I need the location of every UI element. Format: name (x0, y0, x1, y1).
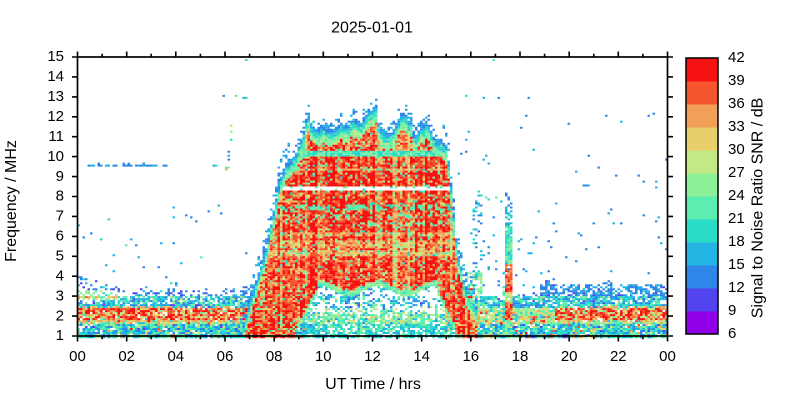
svg-text:4: 4 (56, 267, 64, 284)
svg-text:14: 14 (47, 68, 64, 85)
svg-text:3: 3 (56, 287, 64, 304)
svg-text:Frequency / MHz: Frequency / MHz (3, 140, 20, 262)
svg-text:5: 5 (56, 248, 64, 265)
svg-text:9: 9 (728, 302, 736, 319)
svg-text:04: 04 (167, 348, 184, 365)
svg-text:2: 2 (56, 307, 64, 324)
svg-text:12: 12 (364, 348, 381, 365)
svg-text:12: 12 (728, 279, 745, 296)
svg-text:42: 42 (728, 49, 745, 66)
svg-text:Signal to Noise Ratio SNR / dB: Signal to Noise Ratio SNR / dB (750, 98, 767, 319)
svg-text:00: 00 (659, 348, 676, 365)
svg-text:12: 12 (47, 108, 64, 125)
svg-text:36: 36 (728, 95, 745, 112)
svg-text:2025-01-01: 2025-01-01 (331, 20, 413, 37)
svg-text:30: 30 (728, 141, 745, 158)
svg-text:21: 21 (728, 210, 745, 227)
svg-text:6: 6 (56, 228, 64, 245)
svg-text:02: 02 (118, 348, 135, 365)
svg-text:14: 14 (413, 348, 430, 365)
svg-text:9: 9 (56, 168, 64, 185)
svg-text:08: 08 (266, 348, 283, 365)
svg-text:15: 15 (47, 48, 64, 65)
svg-text:UT Time / hrs: UT Time / hrs (325, 376, 421, 393)
svg-text:13: 13 (47, 88, 64, 105)
svg-text:6: 6 (728, 325, 736, 342)
svg-text:18: 18 (728, 233, 745, 250)
svg-text:7: 7 (56, 208, 64, 225)
svg-text:39: 39 (728, 72, 745, 89)
svg-text:1: 1 (56, 327, 64, 344)
svg-text:15: 15 (728, 256, 745, 273)
svg-text:10: 10 (315, 348, 332, 365)
svg-text:22: 22 (610, 348, 627, 365)
svg-text:24: 24 (728, 187, 745, 204)
svg-text:33: 33 (728, 118, 745, 135)
svg-text:16: 16 (462, 348, 479, 365)
svg-text:8: 8 (56, 188, 64, 205)
svg-text:20: 20 (561, 348, 578, 365)
svg-text:18: 18 (512, 348, 529, 365)
svg-text:11: 11 (48, 128, 64, 145)
svg-text:27: 27 (728, 164, 745, 181)
svg-text:06: 06 (217, 348, 234, 365)
svg-text:10: 10 (47, 148, 64, 165)
svg-text:00: 00 (69, 348, 86, 365)
